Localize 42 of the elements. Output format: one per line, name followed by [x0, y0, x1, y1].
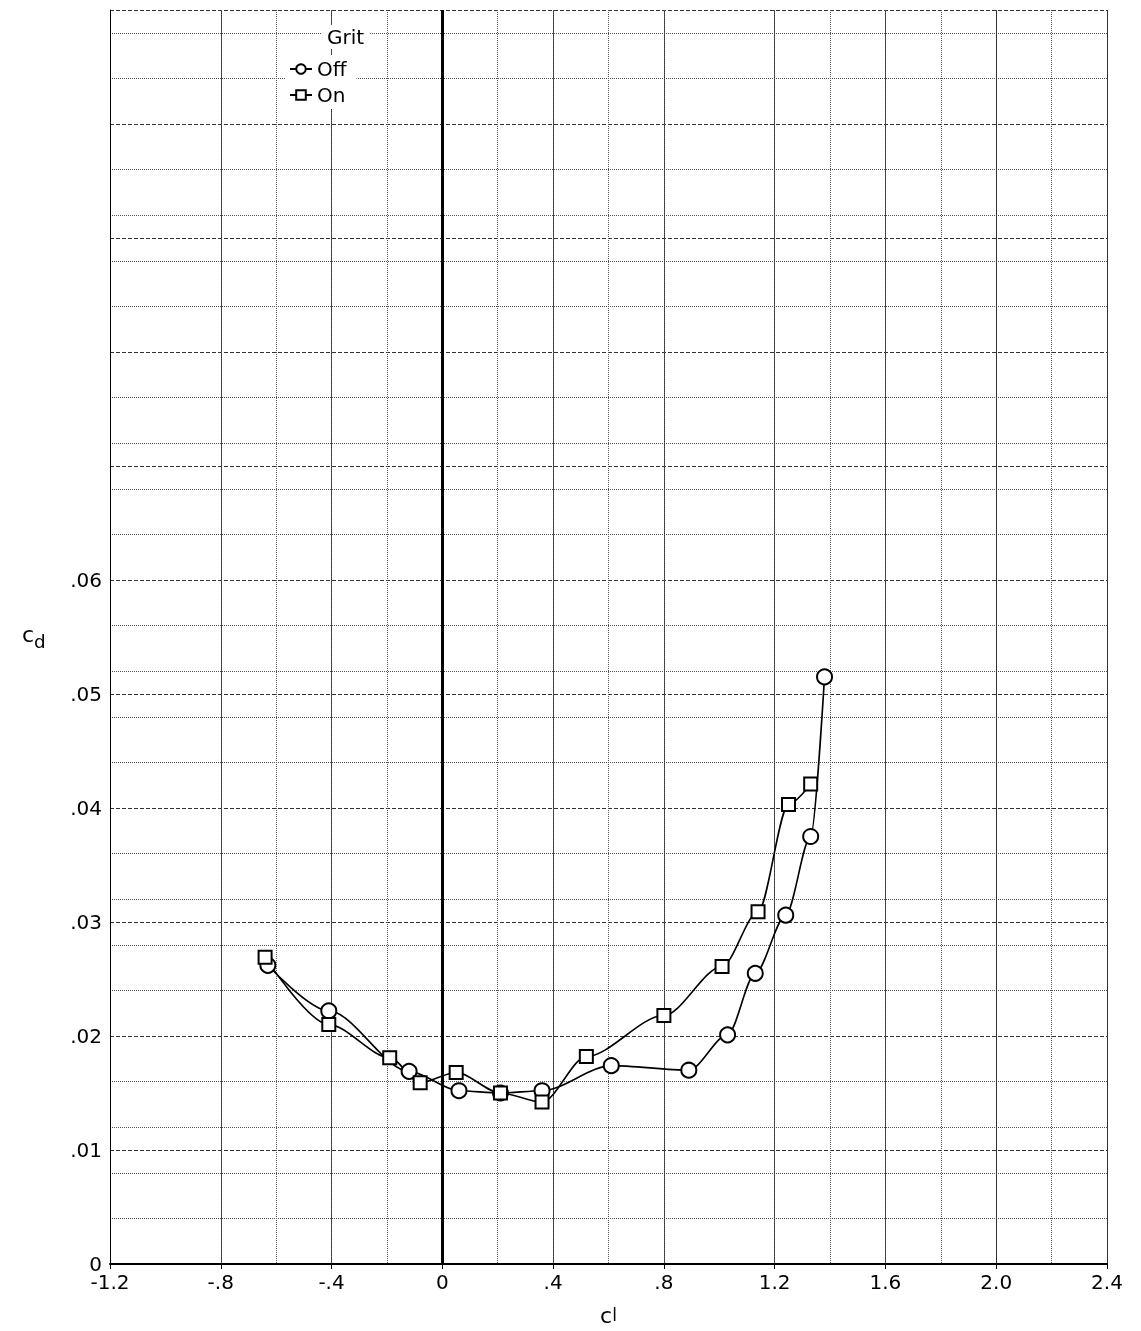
- x-tick-label: -.8: [207, 1270, 234, 1294]
- point: [400, 1062, 418, 1080]
- x-tick-label: 2.0: [980, 1270, 1013, 1294]
- x-tick-label: 0: [435, 1270, 449, 1294]
- legend-title: Grit: [327, 25, 365, 49]
- y-tick-label: .02: [70, 1024, 102, 1048]
- y-tick-label: .05: [70, 682, 102, 706]
- x-tick-label: 1.2: [758, 1270, 791, 1294]
- point: [321, 1017, 337, 1033]
- x-tick-label: -.4: [318, 1270, 345, 1294]
- x-tick-label: .8: [654, 1270, 674, 1294]
- point: [656, 1007, 672, 1023]
- y-axis-title: c$_{d}$: [22, 622, 46, 652]
- y-tick-label: .06: [70, 568, 102, 592]
- point: [777, 906, 795, 924]
- point: [492, 1085, 508, 1101]
- x-tick-label: .4: [543, 1270, 563, 1294]
- point: [802, 828, 820, 845]
- y-tick-label: .04: [70, 796, 102, 820]
- point: [448, 1064, 464, 1080]
- point: [534, 1094, 550, 1110]
- point: [746, 964, 764, 982]
- point: [803, 776, 819, 792]
- point: [382, 1050, 398, 1066]
- legend-label: On: [317, 83, 346, 107]
- y-tick-label: .01: [70, 1138, 102, 1162]
- x-tick-label: 2.4: [1091, 1270, 1123, 1294]
- x-tick-label: 1.6: [869, 1270, 902, 1294]
- point: [602, 1057, 620, 1075]
- point: [714, 958, 730, 974]
- point: [257, 949, 273, 965]
- point: [719, 1026, 737, 1044]
- point: [578, 1049, 594, 1065]
- point: [816, 668, 834, 686]
- x-axis-title: cl: [600, 1302, 617, 1328]
- point: [412, 1075, 428, 1091]
- point: [450, 1082, 468, 1100]
- y-tick-label: .03: [70, 910, 102, 934]
- point: [781, 797, 797, 813]
- legend-label: Off: [317, 57, 348, 81]
- point: [750, 904, 766, 920]
- point: [680, 1061, 698, 1079]
